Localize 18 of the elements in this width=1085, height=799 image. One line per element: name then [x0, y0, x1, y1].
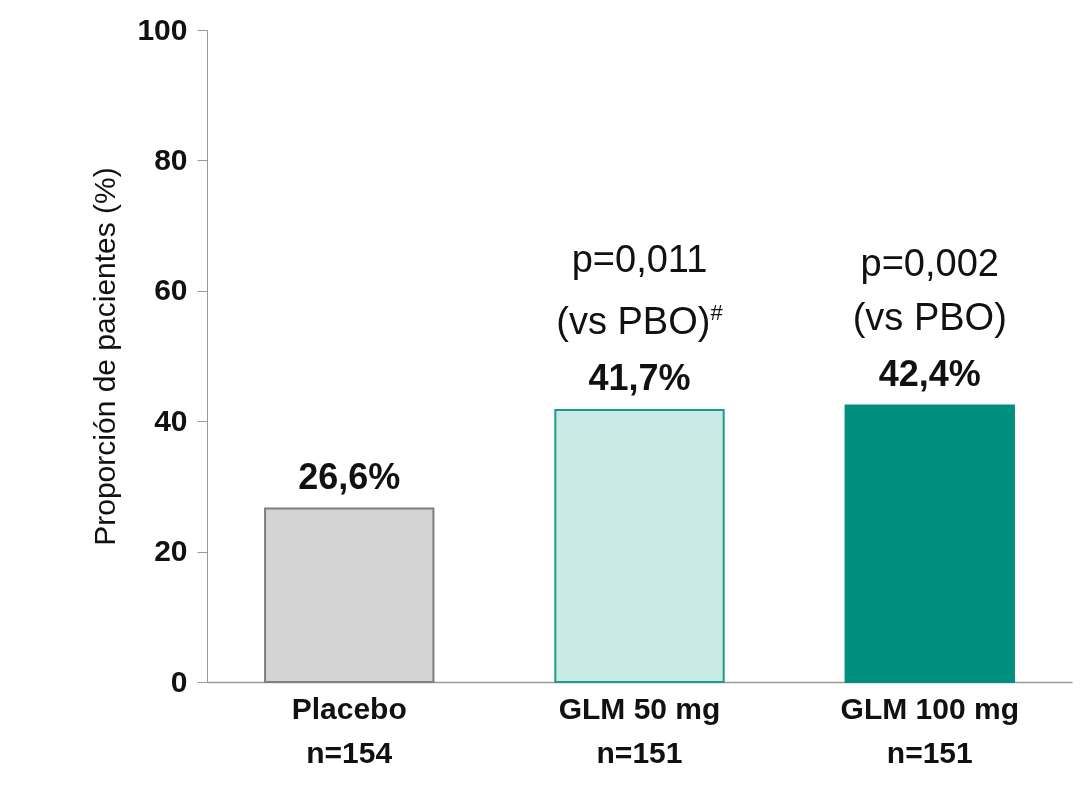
y-tick-label: 100 [137, 12, 188, 46]
x-tick-label: GLM 50 mg n=151 [558, 691, 721, 769]
y-axis-title: Proporción de pacientes (%) [88, 167, 122, 546]
bar [554, 409, 725, 683]
data-label: 42,4% [878, 352, 981, 394]
data-label: 26,6% [298, 455, 401, 497]
annotation: p=0,011 (vs PBO)$^{#}$ [555, 237, 724, 345]
x-tick-label: GLM 100 mg n=151 [840, 691, 1019, 769]
bar [844, 404, 1015, 683]
x-tick-label: Placebo n=154 [291, 691, 407, 769]
y-tick-label: 80 [154, 142, 188, 176]
y-tick-label: 0 [170, 664, 188, 698]
bar [264, 507, 435, 683]
y-tick-label: 20 [154, 534, 188, 568]
annotation: p=0,002 (vs PBO) [851, 240, 1008, 340]
data-label: 41,7% [588, 357, 691, 399]
y-tick-label: 60 [154, 273, 188, 307]
y-tick-label: 40 [154, 403, 188, 437]
